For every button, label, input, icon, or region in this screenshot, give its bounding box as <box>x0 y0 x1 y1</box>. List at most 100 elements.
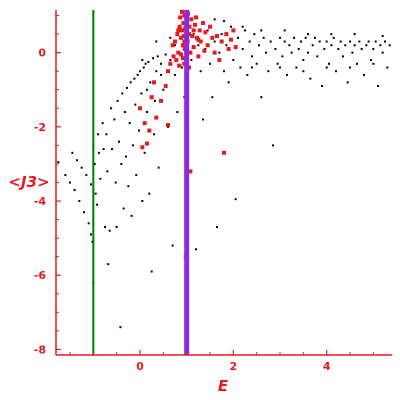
black-point <box>139 70 141 73</box>
black-point <box>209 62 211 65</box>
red-point <box>233 45 238 50</box>
black-point <box>316 55 319 58</box>
black-point <box>160 62 162 65</box>
red-point <box>145 141 149 146</box>
black-point <box>164 53 167 56</box>
x-tick-label: 2 <box>230 360 238 373</box>
black-point <box>314 36 316 39</box>
black-point <box>295 66 298 69</box>
y-tick-label: 0 <box>38 47 46 60</box>
black-point <box>94 192 97 195</box>
black-point <box>140 92 143 95</box>
black-point <box>127 185 130 188</box>
black-point <box>122 207 125 210</box>
red-point <box>202 48 207 53</box>
red-point <box>154 115 159 120</box>
red-point <box>201 20 205 25</box>
x-tick-label: 0 <box>136 360 144 373</box>
black-point <box>176 111 179 114</box>
black-point <box>379 44 382 47</box>
red-point <box>194 15 198 20</box>
black-point <box>136 73 139 76</box>
black-point <box>372 47 375 50</box>
black-point <box>220 33 223 36</box>
red-point <box>180 9 184 14</box>
red-point <box>138 106 142 111</box>
black-point <box>108 229 111 232</box>
red-point <box>222 150 226 155</box>
black-point <box>90 233 92 236</box>
black-point <box>337 47 340 50</box>
black-point <box>260 96 263 99</box>
black-point <box>83 211 85 214</box>
black-point <box>113 118 116 121</box>
black-point <box>267 70 270 73</box>
black-point <box>135 174 138 177</box>
black-point <box>349 40 351 43</box>
black-point <box>97 133 99 136</box>
black-point <box>234 198 237 201</box>
black-point <box>213 18 216 21</box>
red-point <box>226 46 231 51</box>
black-point <box>218 51 221 54</box>
red-point <box>191 28 196 33</box>
black-point <box>213 40 216 43</box>
black-point <box>150 270 153 273</box>
black-point <box>279 36 281 39</box>
black-point <box>90 183 92 186</box>
black-point <box>297 47 300 50</box>
red-point <box>179 52 184 57</box>
black-point <box>323 47 326 50</box>
red-point <box>166 123 170 127</box>
black-point <box>141 200 144 203</box>
black-point <box>269 40 272 43</box>
black-point <box>78 200 81 203</box>
black-point <box>73 188 76 191</box>
black-point <box>99 177 102 180</box>
black-point <box>367 40 370 43</box>
black-point <box>128 122 131 125</box>
black-point <box>155 40 158 43</box>
red-point <box>142 121 147 126</box>
black-point <box>241 25 244 28</box>
black-point <box>121 92 124 95</box>
black-point <box>87 222 90 225</box>
black-point <box>372 62 375 65</box>
black-point <box>195 248 197 251</box>
red-point <box>159 98 163 103</box>
red-point <box>174 58 179 63</box>
black-point <box>311 44 314 47</box>
black-point <box>288 44 291 47</box>
y-tick-label: -4 <box>34 195 47 208</box>
black-point <box>181 66 183 69</box>
black-point <box>69 181 71 184</box>
red-point <box>176 50 181 55</box>
black-point <box>97 151 100 154</box>
red-point <box>176 28 181 33</box>
black-point <box>300 40 302 43</box>
black-point <box>307 33 309 36</box>
red-point <box>178 15 183 20</box>
red-point <box>212 50 217 55</box>
black-point <box>227 81 230 84</box>
black-point <box>114 181 117 184</box>
black-point <box>202 118 204 121</box>
black-point <box>332 36 335 39</box>
red-point <box>203 30 208 35</box>
black-point <box>162 88 165 91</box>
black-point <box>102 148 105 151</box>
black-point <box>93 162 96 165</box>
black-point <box>142 66 145 69</box>
red-point <box>198 39 203 44</box>
red-point <box>189 17 194 22</box>
black-point <box>152 57 155 60</box>
black-point <box>216 226 218 229</box>
black-point <box>111 148 113 151</box>
black-point <box>211 96 214 99</box>
red-point <box>180 28 184 33</box>
black-point <box>265 51 267 54</box>
black-point <box>124 111 127 114</box>
black-point <box>96 203 99 206</box>
black-series <box>57 18 391 329</box>
